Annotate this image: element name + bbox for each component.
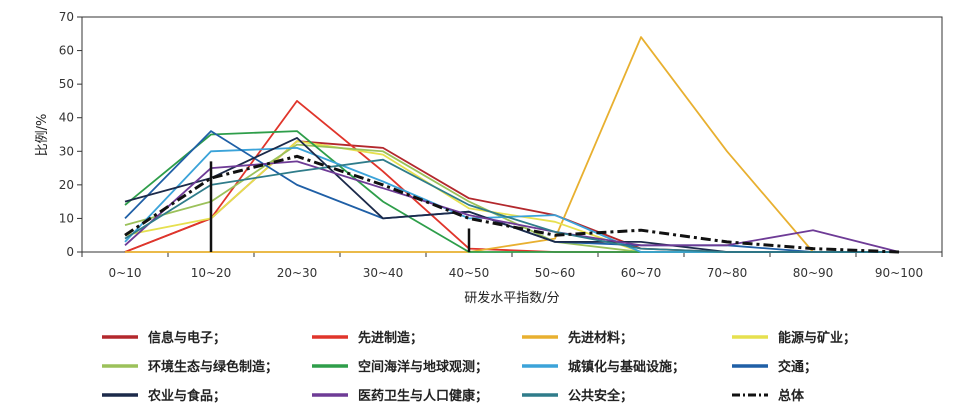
legend-swatch — [732, 334, 768, 339]
legend-swatch — [102, 334, 138, 339]
legend-item: 农业与食品； — [100, 380, 310, 409]
x-tick-label: 50~60 — [535, 266, 576, 280]
y-tick-label: 20 — [59, 178, 74, 192]
legend-item: 空间海洋与地球观测； — [310, 351, 520, 380]
legend-item: 环境生态与绿色制造； — [100, 351, 310, 380]
x-tick-label: 0~10 — [109, 266, 142, 280]
legend-item: 先进材料； — [520, 322, 730, 351]
x-tick-label: 10~20 — [191, 266, 232, 280]
legend-label: 空间海洋与地球观测； — [358, 360, 489, 375]
legend-item: 城镇化与基础设施； — [520, 351, 730, 380]
legend-swatch — [312, 334, 348, 339]
legend-swatch — [312, 363, 348, 368]
legend-item: 先进制造； — [310, 322, 520, 351]
y-tick-label: 40 — [59, 111, 74, 125]
legend-label: 先进材料； — [568, 331, 634, 346]
series-lines — [124, 36, 900, 254]
x-tick-label: 70~80 — [707, 266, 748, 280]
legend-item: 公共安全； — [520, 380, 730, 409]
legend-item: 医药卫生与人口健康； — [310, 380, 520, 409]
legend-swatch — [732, 363, 768, 368]
legend-label: 交通； — [778, 360, 818, 375]
y-tick-label: 10 — [59, 211, 74, 225]
x-axis-title: 研发水平指数/分 — [464, 290, 559, 306]
vertical-markers — [209, 161, 471, 252]
legend-swatch — [312, 392, 348, 397]
y-tick-label: 30 — [59, 144, 74, 158]
y-axis-ticks: 0 10 20 30 40 50 60 70 — [59, 10, 82, 259]
y-tick-label: 50 — [59, 77, 74, 91]
x-tick-label: 20~30 — [277, 266, 318, 280]
legend-label: 能源与矿业； — [778, 331, 857, 346]
x-tick-label: 80~90 — [793, 266, 834, 280]
legend-item: 交通； — [730, 351, 940, 380]
y-tick-label: 0 — [66, 245, 74, 259]
legend-label: 总体 — [778, 389, 805, 404]
legend: 信息与电子； 先进制造； 先进材料； 能源与矿业； 环境生态与绿色制造； 空间海洋与地球观… — [100, 322, 940, 412]
series-line-2 — [124, 100, 899, 253]
legend-swatch — [102, 363, 138, 368]
legend-label: 信息与电子； — [148, 331, 227, 346]
legend-label: 先进制造； — [358, 331, 424, 346]
legend-swatch — [522, 363, 558, 368]
legend-swatch — [522, 334, 558, 339]
legend-item: 能源与矿业； — [730, 322, 940, 351]
legend-swatch — [522, 392, 558, 397]
x-tick-label: 90~100 — [875, 266, 923, 280]
series-line-3 — [125, 36, 899, 253]
legend-label: 环境生态与绿色制造； — [148, 360, 279, 375]
legend-label: 公共安全； — [568, 389, 634, 404]
legend-swatch — [102, 392, 138, 397]
x-tick-label: 40~50 — [449, 266, 490, 280]
legend-label: 医药卫生与人口健康； — [358, 389, 489, 404]
series-line-10 — [124, 160, 900, 253]
x-axis-ticks: 0~10 10~20 20~30 30~40 40~50 50~60 60~70 70~80 8… — [81, 252, 943, 280]
x-tick-label: 60~70 — [621, 266, 662, 280]
legend-swatch — [732, 393, 768, 396]
y-tick-label: 70 — [59, 10, 74, 24]
legend-item: 信息与电子； — [100, 322, 310, 351]
legend-label: 城镇化与基础设施； — [568, 360, 686, 375]
series-line-12 — [124, 154, 900, 254]
x-tick-label: 30~40 — [363, 266, 404, 280]
legend-label: 农业与食品； — [148, 389, 227, 404]
series-line-11 — [124, 158, 899, 253]
y-tick-label: 60 — [59, 44, 74, 58]
y-axis-title: 比例/% — [35, 114, 50, 157]
legend-item: 总体 — [730, 380, 940, 409]
